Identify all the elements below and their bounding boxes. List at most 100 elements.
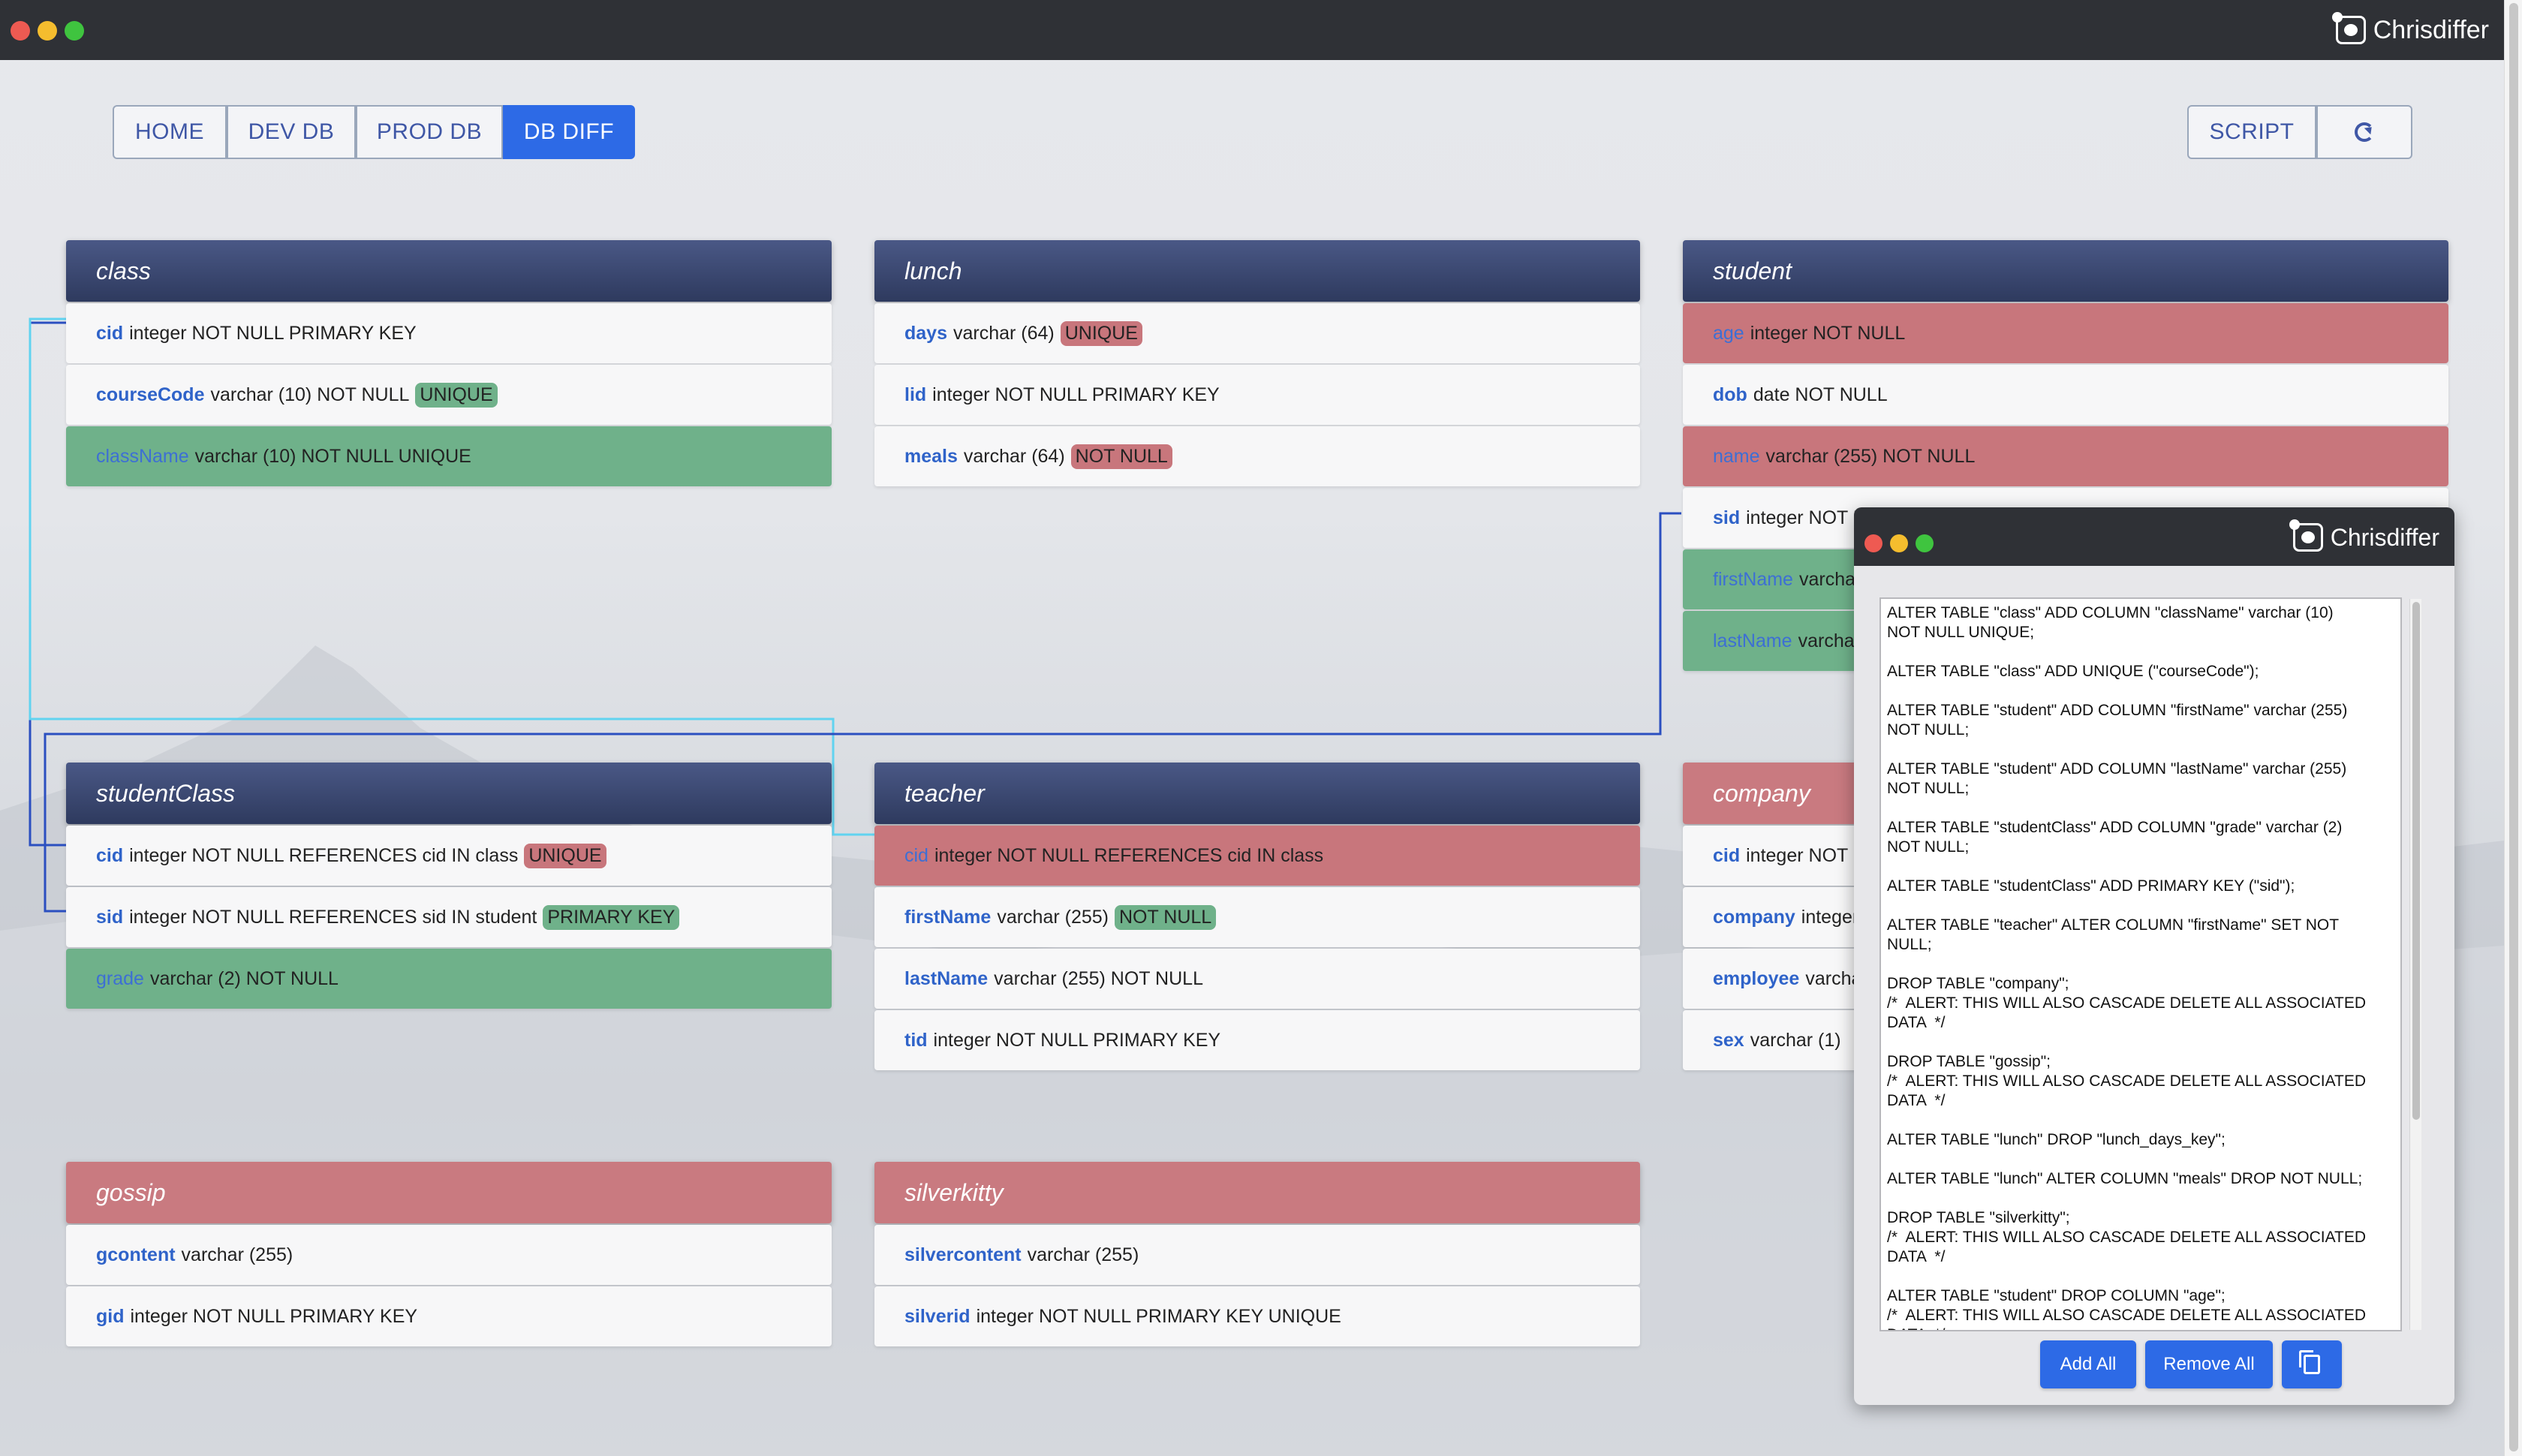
dev-db-button[interactable]: DEV DB: [227, 105, 356, 159]
script-scrollbar[interactable]: [2409, 599, 2421, 1330]
column-row-removed[interactable]: age integer NOT NULL: [1683, 303, 2448, 363]
column-name: lastName: [904, 967, 989, 989]
maximize-window-button[interactable]: [1916, 534, 1934, 552]
chrisdiffer-logo-icon: [2289, 519, 2323, 552]
column-row[interactable]: lid integer NOT NULL PRIMARY KEY: [874, 365, 1640, 425]
column-row[interactable]: firstName varchar (255) NOT NULL: [874, 887, 1640, 947]
column-name: cid: [904, 844, 928, 866]
close-window-button[interactable]: [11, 21, 30, 41]
app-brand: Chrisdiffer: [2331, 12, 2489, 48]
column-definition: integer NOT NULL PRIMARY KEY UNIQUE: [976, 1305, 1341, 1327]
script-statement: ALTER TABLE "class" ADD UNIQUE ("courseC…: [1887, 663, 2259, 680]
remove-all-button[interactable]: Remove All: [2145, 1340, 2273, 1388]
app-title: Chrisdiffer: [2373, 15, 2489, 44]
column-definition: varchar (255): [1027, 1244, 1139, 1265]
column-name: sid: [1713, 507, 1741, 528]
column-definition: integer NOT NULL REFERENCES cid IN class: [934, 844, 1324, 866]
column-definition: varchar (255): [997, 906, 1109, 928]
script-window-title-bar[interactable]: Chrisdiffer: [1854, 507, 2454, 566]
db-diff-button[interactable]: DB DIFF: [503, 105, 635, 159]
copy-button[interactable]: [2282, 1340, 2342, 1388]
script-window-title: Chrisdiffer: [2330, 523, 2439, 551]
home-button[interactable]: HOME: [113, 105, 227, 159]
column-row-removed[interactable]: name varchar (255) NOT NULL: [1683, 426, 2448, 486]
table-header-removed[interactable]: gossip: [66, 1162, 832, 1223]
script-button[interactable]: SCRIPT: [2187, 105, 2316, 159]
column-row[interactable]: courseCode varchar (10) NOT NULL UNIQUE: [66, 365, 832, 425]
column-definition: varchar (64): [953, 322, 1055, 344]
column-row[interactable]: silvercontent varchar (255): [874, 1225, 1640, 1285]
column-row[interactable]: dob date NOT NULL: [1683, 365, 2448, 425]
prod-db-button[interactable]: PROD DB: [356, 105, 503, 159]
scrollbar-thumb[interactable]: [2412, 602, 2420, 1120]
maximize-window-button[interactable]: [65, 21, 84, 41]
constraint-badge-removed: NOT NULL: [1070, 444, 1172, 469]
column-row[interactable]: meals varchar (64) NOT NULL: [874, 426, 1640, 486]
column-definition: varchar (1): [1750, 1029, 1841, 1051]
table-header[interactable]: class: [66, 240, 832, 302]
column-definition: varchar (2) NOT NULL: [149, 967, 339, 989]
column-name: dob: [1713, 384, 1747, 405]
constraint-badge-added: NOT NULL: [1115, 904, 1217, 930]
script-statement: ALTER TABLE "class" ADD COLUMN "classNam…: [1887, 604, 2334, 641]
table-header[interactable]: lunch: [874, 240, 1640, 302]
refresh-icon: [2355, 122, 2374, 142]
column-definition: integer NOT N: [1746, 844, 1867, 866]
script-statement: ALTER TABLE "studentClass" ADD PRIMARY K…: [1887, 877, 2295, 895]
script-statement: ALTER TABLE "lunch" ALTER COLUMN "meals"…: [1887, 1170, 2363, 1187]
column-definition: date NOT NULL: [1753, 384, 1888, 405]
minimize-window-button[interactable]: [38, 21, 57, 41]
column-row[interactable]: gid integer NOT NULL PRIMARY KEY: [66, 1286, 832, 1346]
constraint-badge-removed: UNIQUE: [524, 843, 606, 868]
column-name: lastName: [1713, 630, 1792, 651]
column-name: cid: [96, 322, 124, 344]
column-definition: integer NOT NULL PRIMARY KEY: [932, 384, 1220, 405]
table-studentclass: studentClass cid integer NOT NULL REFEREN…: [66, 763, 832, 1009]
column-row[interactable]: cid integer NOT NULL PRIMARY KEY: [66, 303, 832, 363]
column-row[interactable]: lastName varchar (255) NOT NULL: [874, 949, 1640, 1009]
column-definition: varchar (255): [181, 1244, 293, 1265]
column-row-removed[interactable]: cid integer NOT NULL REFERENCES cid IN cl…: [874, 826, 1640, 886]
script-textarea[interactable]: ALTER TABLE "class" ADD COLUMN "classNam…: [1879, 597, 2402, 1331]
table-header[interactable]: student: [1683, 240, 2448, 302]
column-name: days: [904, 322, 947, 344]
column-row[interactable]: days varchar (64) UNIQUE: [874, 303, 1640, 363]
script-statement: ALTER TABLE "teacher" ALTER COLUMN "firs…: [1887, 916, 2340, 953]
scrollbar-thumb[interactable]: [2509, 3, 2518, 1451]
page-scrollbar[interactable]: [2504, 0, 2522, 1456]
column-definition: varcha: [1805, 967, 1862, 989]
column-row[interactable]: cid integer NOT NULL REFERENCES cid IN cl…: [66, 826, 832, 886]
script-statement: ALTER TABLE "student" ADD COLUMN "lastNa…: [1887, 760, 2347, 797]
column-name: tid: [904, 1029, 928, 1051]
app-brand: Chrisdiffer: [2289, 519, 2439, 555]
table-gossip: gossip gcontent varchar (255) gid integer …: [66, 1162, 832, 1346]
column-definition: integer NOT NULL REFERENCES cid IN class: [129, 844, 519, 866]
chrisdiffer-logo-icon: [2331, 12, 2366, 44]
column-name: meals: [904, 445, 958, 467]
title-bar: Chrisdiffer: [0, 0, 2504, 60]
constraint-badge-removed: UNIQUE: [1060, 320, 1142, 346]
column-row[interactable]: tid integer NOT NULL PRIMARY KEY: [874, 1010, 1640, 1070]
add-all-button[interactable]: Add All: [2040, 1340, 2136, 1388]
table-silverkitty: silverkitty silvercontent varchar (255) s…: [874, 1162, 1640, 1346]
table-header-removed[interactable]: silverkitty: [874, 1162, 1640, 1223]
constraint-badge-added: PRIMARY KEY: [543, 904, 680, 930]
column-row-added[interactable]: className varchar (10) NOT NULL UNIQUE: [66, 426, 832, 486]
table-header[interactable]: studentClass: [66, 763, 832, 824]
column-row[interactable]: sid integer NOT NULL REFERENCES sid IN st…: [66, 887, 832, 947]
column-definition: integer NOT NULL REFERENCES sid IN stude…: [129, 906, 537, 928]
column-name: lid: [904, 384, 927, 405]
table-header[interactable]: teacher: [874, 763, 1640, 824]
minimize-window-button[interactable]: [1890, 534, 1908, 552]
close-window-button[interactable]: [1864, 534, 1882, 552]
column-definition: integer NOT NULL PRIMARY KEY: [130, 1305, 418, 1327]
column-name: silvercontent: [904, 1244, 1022, 1265]
column-row[interactable]: silverid integer NOT NULL PRIMARY KEY UNI…: [874, 1286, 1640, 1346]
column-row[interactable]: gcontent varchar (255): [66, 1225, 832, 1285]
column-name: gcontent: [96, 1244, 176, 1265]
column-name: employee: [1713, 967, 1800, 989]
column-row-added[interactable]: grade varchar (2) NOT NULL: [66, 949, 832, 1009]
refresh-button[interactable]: [2316, 105, 2412, 159]
script-window: Chrisdiffer ALTER TABLE "class" ADD COLU…: [1854, 507, 2454, 1405]
